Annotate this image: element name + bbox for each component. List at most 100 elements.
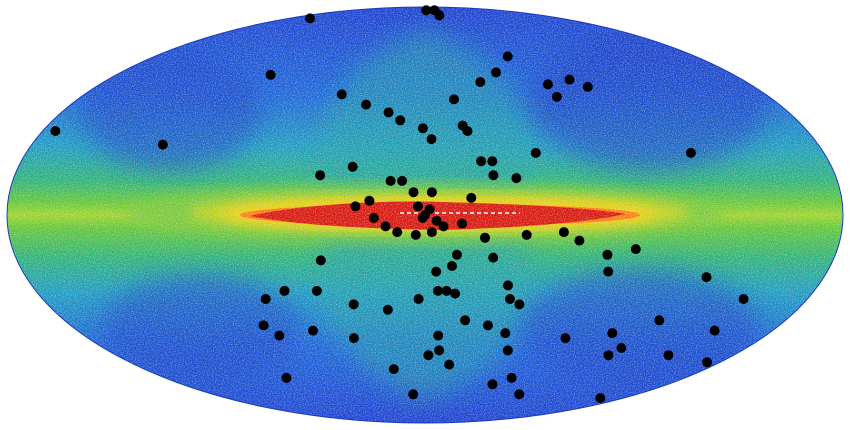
source-marker [431, 266, 442, 277]
source-marker [348, 299, 359, 310]
source-marker [483, 320, 493, 331]
source-marker [429, 5, 440, 16]
source-marker [582, 81, 593, 92]
source-marker [447, 261, 457, 271]
source-marker [421, 5, 432, 16]
source-marker [417, 212, 428, 223]
source-marker [408, 187, 419, 198]
source-marker [410, 229, 421, 240]
source-markers [50, 5, 749, 404]
source-marker [542, 79, 553, 90]
source-marker [305, 13, 315, 24]
source-marker [444, 359, 455, 370]
source-marker [426, 227, 437, 238]
source-marker [530, 147, 541, 158]
source-marker [738, 294, 749, 304]
source-marker [487, 156, 498, 167]
source-marker [491, 67, 501, 78]
source-marker [431, 215, 442, 226]
source-marker [602, 249, 613, 260]
source-marker [487, 379, 498, 390]
source-marker [488, 170, 499, 181]
source-marker [560, 333, 571, 344]
source-marker [426, 187, 437, 198]
source-marker [505, 294, 515, 304]
source-marker [274, 330, 285, 341]
source-marker [511, 173, 522, 184]
source-marker [630, 244, 641, 255]
source-marker [514, 389, 525, 400]
source-marker [476, 156, 487, 167]
source-marker [702, 357, 713, 368]
source-marker [480, 232, 490, 243]
source-marker [603, 350, 614, 361]
source-marker [423, 350, 434, 361]
source-marker [441, 285, 452, 296]
source-marker [350, 201, 361, 212]
source-marker [449, 94, 459, 105]
source-marker [279, 285, 290, 296]
source-marker [308, 325, 318, 336]
source-marker [392, 227, 403, 238]
source-marker [157, 139, 168, 150]
source-marker [595, 393, 606, 404]
source-marker [616, 343, 627, 353]
source-marker [315, 170, 326, 181]
source-marker [413, 294, 424, 304]
source-marker [475, 77, 486, 87]
source-marker [281, 372, 292, 383]
source-marker [451, 249, 462, 260]
source-marker [311, 285, 322, 296]
source-marker [426, 134, 437, 145]
source-marker [361, 99, 371, 110]
source-marker [663, 350, 674, 361]
source-marker [654, 315, 665, 326]
source-marker [564, 74, 575, 85]
source-marker [607, 328, 618, 339]
source-marker [385, 175, 396, 186]
source-marker [434, 345, 445, 356]
source-marker [503, 280, 513, 291]
source-marker [382, 304, 393, 315]
source-marker [502, 51, 513, 62]
source-marker [551, 91, 562, 102]
source-marker [408, 389, 419, 400]
source-marker [457, 218, 468, 229]
source-marker [395, 115, 406, 126]
source-marker [558, 227, 569, 238]
source-marker [500, 328, 511, 339]
source-marker [438, 221, 449, 232]
source-marker [265, 69, 276, 80]
source-marker [433, 285, 443, 296]
source-marker [460, 315, 471, 326]
source-marker [514, 299, 525, 310]
source-marker [315, 255, 326, 266]
source-marker [488, 252, 499, 263]
source-marker [574, 235, 585, 246]
source-marker [462, 126, 473, 136]
source-marker [383, 107, 394, 118]
source-marker [450, 288, 461, 299]
source-marker [336, 89, 347, 100]
source-marker [433, 330, 444, 341]
source-marker [368, 212, 379, 223]
source-marker [50, 126, 61, 136]
source-marker [417, 123, 428, 134]
source-marker [685, 147, 696, 158]
source-marker [701, 272, 712, 283]
source-marker [521, 229, 532, 240]
source-marker [466, 192, 477, 203]
source-marker [364, 195, 375, 206]
source-marker [397, 175, 408, 186]
source-marker [413, 201, 423, 212]
source-marker [388, 364, 399, 375]
source-marker [502, 345, 513, 356]
source-marker [603, 266, 614, 277]
source-marker [348, 333, 359, 344]
source-marker [506, 372, 517, 383]
source-marker [380, 221, 391, 232]
source-marker [260, 294, 271, 304]
source-marker [347, 161, 358, 172]
